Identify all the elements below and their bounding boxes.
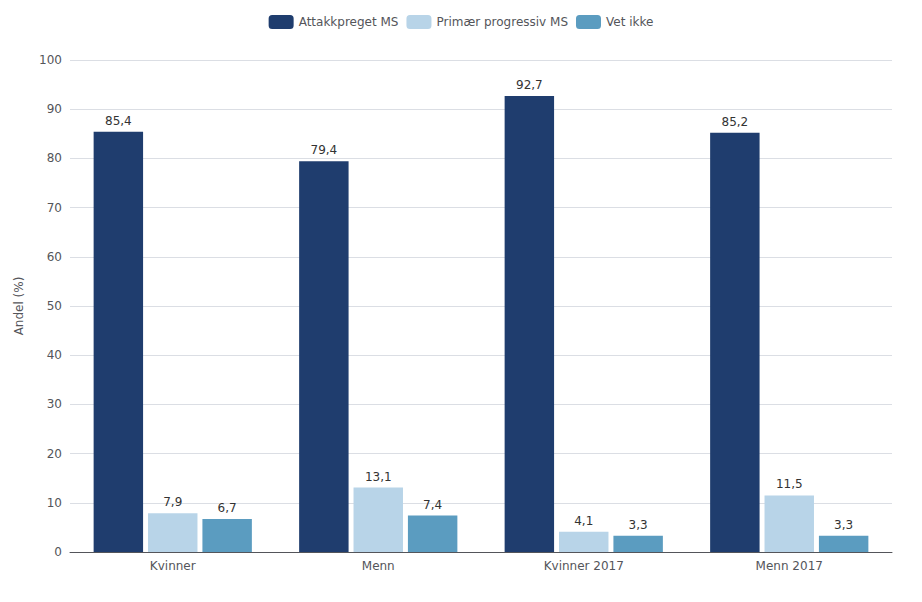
svg-text:60: 60: [47, 250, 62, 264]
svg-text:4,1: 4,1: [574, 514, 593, 528]
svg-text:3,3: 3,3: [629, 518, 648, 532]
svg-text:Menn: Menn: [362, 559, 395, 573]
svg-text:92,7: 92,7: [516, 78, 543, 92]
svg-text:Menn 2017: Menn 2017: [756, 559, 823, 573]
svg-text:Kvinner 2017: Kvinner 2017: [544, 559, 624, 573]
svg-text:Attakkpreget MS: Attakkpreget MS: [299, 15, 399, 29]
svg-text:30: 30: [47, 397, 62, 411]
svg-text:50: 50: [47, 299, 62, 313]
svg-text:80: 80: [47, 151, 62, 165]
svg-text:40: 40: [47, 348, 62, 362]
svg-text:3,3: 3,3: [834, 518, 853, 532]
svg-text:0: 0: [54, 545, 62, 559]
svg-text:Primær progressiv MS: Primær progressiv MS: [436, 15, 568, 29]
svg-text:10: 10: [47, 496, 62, 510]
svg-text:11,5: 11,5: [776, 477, 803, 491]
svg-text:90: 90: [47, 102, 62, 116]
svg-text:13,1: 13,1: [365, 470, 392, 484]
svg-text:Kvinner: Kvinner: [150, 559, 196, 573]
svg-text:7,4: 7,4: [423, 498, 442, 512]
svg-text:70: 70: [47, 201, 62, 215]
svg-text:85,2: 85,2: [721, 115, 748, 129]
svg-text:20: 20: [47, 447, 62, 461]
svg-text:6,7: 6,7: [218, 501, 237, 515]
svg-text:Andel (%): Andel (%): [12, 277, 26, 336]
svg-text:Vet ikke: Vet ikke: [606, 15, 653, 29]
svg-text:85,4: 85,4: [105, 114, 132, 128]
svg-text:79,4: 79,4: [310, 143, 337, 157]
svg-text:7,9: 7,9: [163, 495, 182, 509]
svg-text:100: 100: [39, 53, 62, 67]
